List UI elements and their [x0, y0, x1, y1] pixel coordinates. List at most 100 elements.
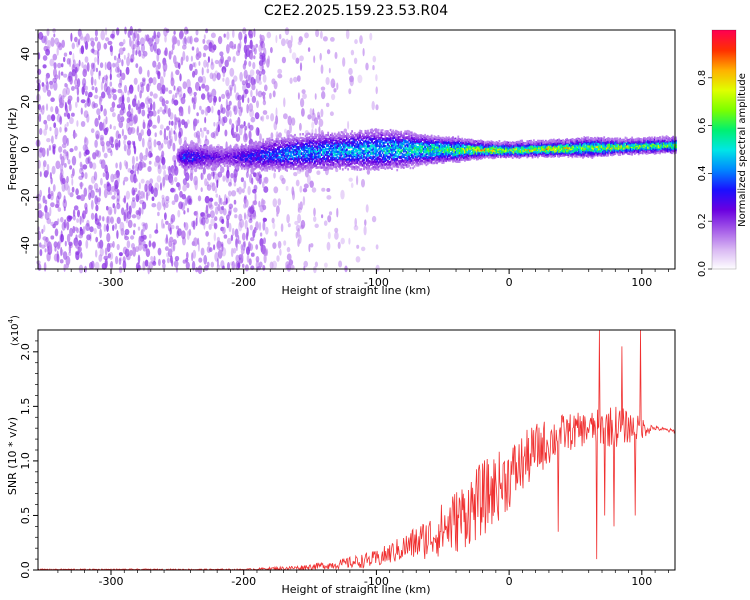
spectrogram-ridge-cell [327, 144, 330, 147]
spectrogram-ridge-cell [421, 159, 424, 162]
spectrogram-ridge-cell [432, 143, 434, 146]
spectrogram-noise-cell [235, 133, 241, 142]
spectrogram-ridge-cell [195, 165, 198, 168]
spectrogram-ridge-cell [241, 151, 243, 154]
spectrogram-ridge-cell [351, 159, 353, 163]
spectrogram-ridge-cell [379, 147, 381, 150]
spectrogram-noise-cell [314, 117, 318, 126]
spectrogram-noise-cell [293, 172, 298, 177]
spectrogram-ridge-cell [335, 163, 338, 166]
spectrogram-ridge-cell [282, 148, 284, 152]
spectrogram-noise-cell [371, 100, 375, 111]
spectrogram-ridge-cell [385, 149, 388, 152]
spectrogram-ridge-cell [282, 141, 284, 145]
spectrogram-ridge-cell [271, 156, 274, 159]
spectrogram-noise-cell [321, 187, 326, 192]
spectrogram-noise-cell [210, 261, 214, 268]
spectrogram-noise-cell [165, 195, 170, 202]
spectrogram-noise-cell [96, 197, 101, 203]
spectrogram-ridge-cell [381, 156, 384, 159]
spectrogram-ridge-cell [296, 158, 299, 161]
spectrogram-ridge-cell [402, 136, 405, 140]
spectrogram-ridge-cell [287, 154, 290, 157]
spectrogram-noise-cell [70, 173, 74, 179]
spectrogram-ridge-cell [331, 132, 334, 135]
spectrogram-noise-cell [52, 223, 56, 229]
spectrogram-noise-cell [109, 45, 113, 53]
spectrogram-ridge-cell [268, 139, 271, 142]
spectrogram-noise-cell [106, 223, 109, 232]
spectrogram-noise-cell [115, 255, 119, 265]
spectrogram-noise-cell [197, 237, 200, 245]
spectrogram-ridge-cell [440, 149, 442, 152]
spectrogram-ridge-cell [202, 152, 205, 155]
spectrogram-noise-cell [177, 228, 182, 237]
spectrogram-noise-cell [72, 209, 76, 217]
spectrogram-ridge-cell [310, 155, 312, 159]
spectrogram-noise-cell [243, 69, 248, 80]
spectrogram-noise-cell [185, 261, 190, 270]
spectrogram-ridge-cell [365, 137, 368, 140]
spectrogram-noise-cell [272, 90, 276, 98]
spectrogram-ridge-cell [396, 155, 399, 158]
spectrogram-ridge-cell [375, 135, 377, 138]
spectrogram-noise-cell [157, 211, 160, 217]
spectrogram-ridge-cell [311, 152, 314, 156]
spectrogram-ridge-cell [417, 145, 420, 149]
spectrogram-ridge-cell [361, 143, 364, 146]
spectrogram-ridge-cell [315, 165, 318, 169]
spectrogram-ridge-cell [372, 146, 375, 149]
spectrogram-ridge-cell [242, 158, 245, 162]
spectrogram-ridge-cell [445, 157, 448, 160]
spectrogram-ridge-cell [401, 142, 404, 145]
spectrogram-noise-cell [198, 257, 203, 263]
spectrogram-ridge-cell [330, 141, 332, 144]
spectrogram-noise-cell [125, 161, 129, 170]
spectrogram-ridge-cell [375, 142, 377, 145]
spectrogram-ridge-cell [448, 147, 450, 151]
spectrogram-ridge-cell [365, 163, 368, 166]
spectrogram-ridge-cell [351, 130, 353, 133]
spectrogram-noise-cell [262, 204, 267, 211]
spectrogram-ridge-cell [294, 150, 296, 153]
spectrogram-ridge-cell [376, 139, 379, 142]
spectrogram-ridge-cell [331, 137, 334, 140]
spectrogram-noise-cell [232, 56, 236, 63]
spectrogram-ridge-cell [418, 157, 421, 160]
spectrogram-ridge-cell [276, 164, 279, 168]
spectrogram-ridge-cell [343, 163, 345, 166]
spectrogram-ridge-cell [222, 162, 225, 165]
spectrogram-ridge-cell [270, 159, 272, 162]
spectrogram-noise-cell [76, 86, 80, 96]
spectrogram-ridge-cell [441, 147, 444, 150]
spectrogram-ridge-cell [284, 138, 287, 141]
spectrogram-noise-cell [62, 73, 68, 78]
spectrogram-noise-cell [69, 243, 73, 249]
spectrogram-noise-cell [204, 116, 207, 124]
spectrogram-ridge-cell [243, 151, 246, 155]
spectrogram-ridge-cell [260, 162, 263, 166]
spectrogram-noise-cell [229, 67, 235, 77]
spectrogram-ridge-cell [197, 151, 200, 155]
spectrogram-ridge-cell [239, 156, 242, 160]
spectrogram-noise-cell [174, 92, 178, 99]
spectrogram-ridge-cell [264, 160, 267, 163]
spectrogram-noise-cell [126, 56, 131, 67]
spectrogram-ridge-cell [311, 145, 314, 148]
spectrogram-noise-cell [326, 188, 331, 192]
spectrogram-noise-cell [49, 82, 54, 90]
spectrogram-ridge-cell [257, 156, 259, 160]
spectrogram-noise-cell [169, 138, 173, 147]
spectrogram-ridge-cell [210, 153, 213, 156]
spectrogram-noise-cell [165, 125, 170, 131]
spectrogram-ridge-cell [203, 164, 206, 167]
spectrogram-ridge-cell [295, 138, 298, 141]
spectrogram-ridge-cell [339, 133, 341, 137]
spectrogram-ridge-cell [426, 150, 429, 154]
spectrogram-ridge-cell [311, 157, 314, 161]
spectrogram-ridge-cell [392, 139, 395, 143]
spectrogram-ridge-cell [343, 158, 345, 161]
spectrogram-ridge-cell [436, 136, 438, 140]
spectrogram-ridge-cell [385, 154, 388, 157]
spectrogram-noise-cell [90, 62, 94, 69]
